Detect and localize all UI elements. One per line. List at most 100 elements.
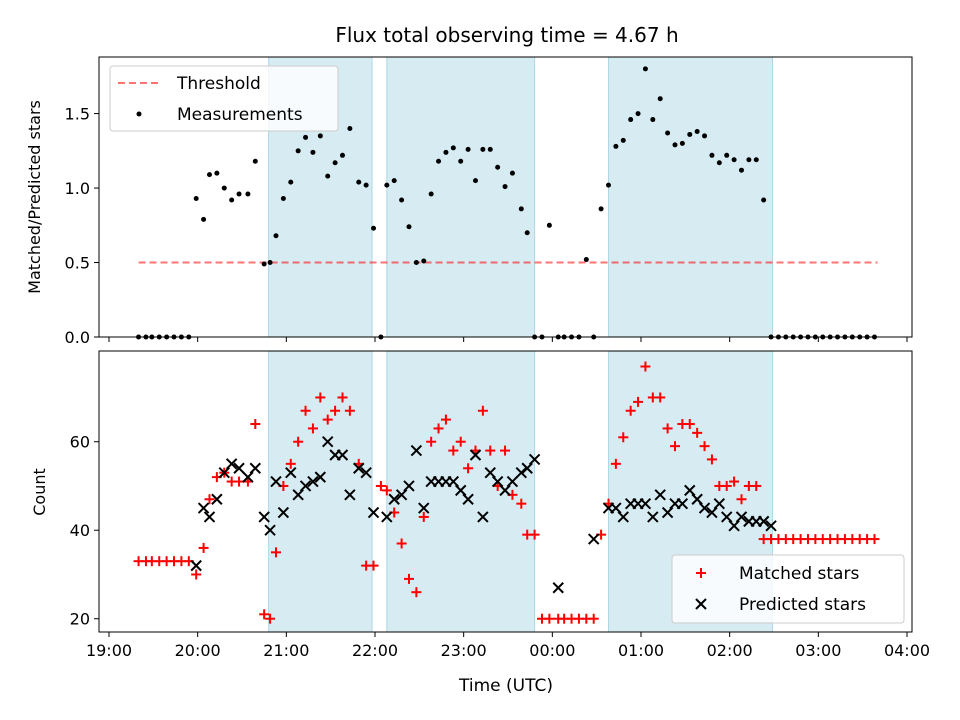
y-tick-label: 60	[70, 433, 90, 452]
matched-star-point	[440, 414, 451, 425]
measurement-point	[391, 178, 397, 184]
predicted-star-point	[735, 511, 748, 523]
predicted-star-point	[654, 489, 666, 501]
matched-star-point	[633, 396, 644, 407]
predicted-star-point	[499, 484, 511, 497]
predicted-star-point	[203, 511, 216, 523]
matched-star-point	[625, 405, 636, 416]
predicted-star-point	[381, 511, 393, 523]
predicted-star-point	[515, 466, 528, 479]
measurement-point	[518, 206, 524, 212]
measurement-point	[709, 152, 715, 158]
measurement-point	[687, 131, 693, 137]
measurement-point	[657, 96, 663, 102]
matched-star-point	[403, 573, 414, 584]
predicted-star-point	[552, 582, 564, 594]
matched-star-point	[699, 441, 710, 452]
predicted-star-point	[661, 506, 674, 519]
measurement-point	[317, 133, 323, 139]
measurement-point	[273, 233, 279, 239]
predicted-star-point	[462, 493, 474, 505]
matched-star-point	[285, 458, 296, 469]
matched-star-point	[191, 569, 202, 580]
matched-star-point	[610, 458, 621, 469]
matched-star-point	[375, 480, 386, 491]
ratio-legend: Threshold Measurements	[109, 65, 339, 132]
predicted-star-point	[418, 502, 430, 514]
measurement-point	[356, 179, 362, 185]
predicted-star-point	[314, 471, 327, 483]
measurement-point	[524, 230, 530, 236]
measurements-legend-label: Measurements	[177, 105, 303, 125]
matched-star-point	[293, 436, 304, 447]
count-y-axis-label: Count	[30, 468, 49, 516]
measurement-point	[332, 160, 338, 166]
predicted-star-point	[691, 493, 703, 505]
measurement-point	[214, 170, 220, 176]
measurement-point	[371, 225, 377, 231]
measurement-point	[280, 195, 286, 201]
matched-star-point	[330, 405, 341, 416]
measurement-point	[465, 146, 471, 152]
matched-star-point	[411, 587, 422, 598]
matched-star-point	[655, 392, 666, 403]
measurement-point	[738, 167, 744, 173]
measurement-point	[347, 125, 353, 131]
predicted-star-point	[757, 515, 770, 528]
matched-star-point	[500, 445, 511, 456]
matched-legend-swatch	[696, 568, 706, 578]
measurement-point	[724, 152, 730, 158]
matched-star-point	[270, 547, 281, 558]
predicted-star-point	[477, 511, 489, 523]
predicted-star-point	[307, 475, 319, 488]
measurement-point	[428, 191, 434, 197]
y-tick-label: 0.0	[65, 328, 90, 347]
matched-star-point	[307, 423, 318, 434]
matched-star-point	[198, 542, 209, 553]
measurement-point	[310, 149, 316, 155]
predicted-star-point	[455, 484, 467, 497]
measurement-point	[480, 146, 486, 152]
x-tick-label: 19:00	[86, 641, 132, 660]
count-legend: Matched stars Predicted stars	[671, 554, 905, 624]
matched-star-point	[418, 511, 429, 522]
y-tick-label: 0.5	[65, 254, 90, 273]
y-tick-label: 20	[70, 610, 90, 629]
measurement-point	[746, 157, 752, 163]
measurement-point	[502, 184, 508, 190]
measurement-point	[605, 182, 611, 188]
observing-window-band	[386, 56, 536, 338]
measurement-point	[472, 178, 478, 184]
matched-star-point	[729, 476, 740, 487]
measurement-point	[221, 185, 227, 191]
measurement-point	[716, 160, 722, 166]
x-tick-label: 21:00	[263, 641, 309, 660]
measurement-point	[650, 117, 656, 123]
predicted-star-point	[270, 475, 282, 488]
predicted-star-point	[506, 475, 519, 488]
measurement-point	[672, 142, 678, 148]
matched-star-point	[322, 414, 333, 425]
predicted-star-point	[285, 466, 297, 479]
measurement-point	[487, 146, 493, 152]
predicted-star-point	[211, 493, 223, 505]
predicted-star-point	[521, 462, 533, 474]
matched-star-point	[706, 454, 717, 465]
predicted-star-point	[258, 511, 270, 523]
measurement-point	[421, 258, 427, 264]
predicted-star-point	[698, 502, 711, 514]
predicted-star-point	[218, 466, 230, 479]
matched-star-point	[396, 538, 407, 549]
predicted-star-point	[360, 466, 372, 479]
predicted-star-point	[639, 497, 652, 510]
predicted-star-point	[388, 493, 400, 505]
predicted-star-point	[292, 489, 304, 501]
measurement-point	[679, 140, 685, 146]
predicted-star-point	[395, 489, 408, 501]
measurement-point	[635, 111, 641, 117]
predicted-star-point	[713, 497, 726, 510]
predicted-legend-swatch	[695, 598, 707, 610]
predicted-star-point	[647, 511, 659, 523]
predicted-star-point	[344, 489, 356, 501]
predicted-star-point	[684, 484, 696, 497]
